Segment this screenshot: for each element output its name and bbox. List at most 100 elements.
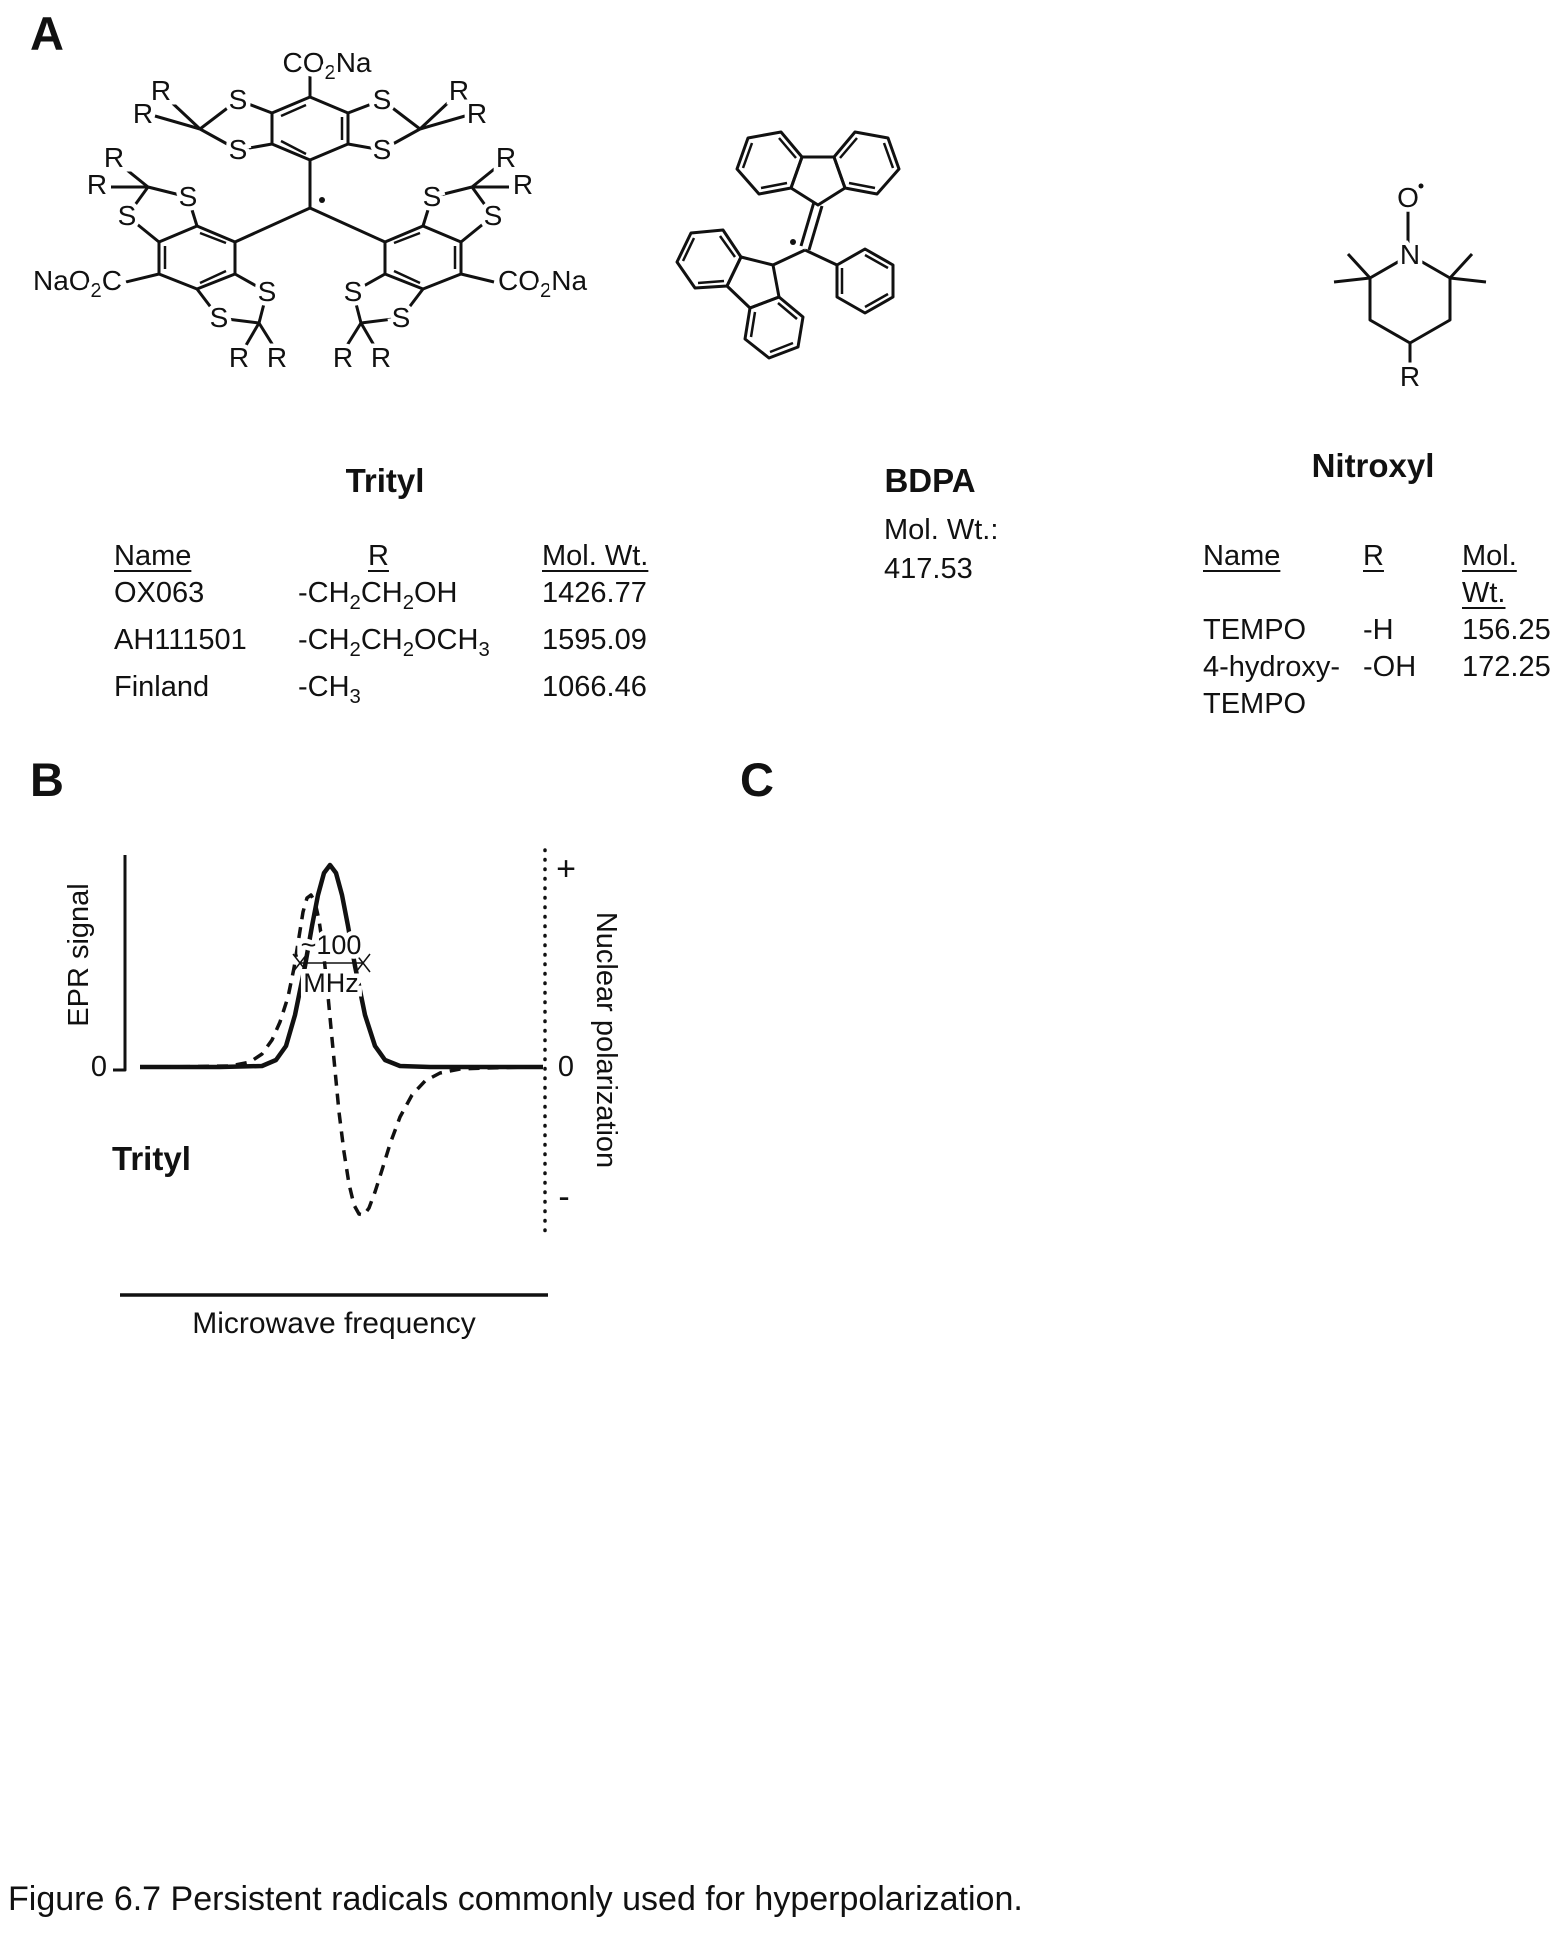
bond xyxy=(154,114,201,131)
bond xyxy=(882,142,895,169)
bond xyxy=(393,269,421,285)
bond xyxy=(355,953,371,973)
benzene-ring xyxy=(675,228,743,290)
bond xyxy=(199,231,227,245)
molecular-weight: 1595.09 xyxy=(542,623,647,656)
bdpa-title: BDPA xyxy=(884,462,976,499)
bond xyxy=(1449,276,1487,284)
panel-b-chart: 0 EPR signal ~100 MHz +0 -Nuclear polarizatio… xyxy=(63,848,622,1340)
compound-name: 4-hydroxy- TEMPO xyxy=(1203,651,1340,720)
bond xyxy=(243,322,261,348)
bond xyxy=(237,98,273,115)
bond xyxy=(347,142,383,152)
atom-label: S xyxy=(392,302,411,333)
panel-a-label: A xyxy=(30,7,65,60)
compound-name: AH111501 xyxy=(114,623,247,656)
table-row: OX063 -CH2CH2OH 1426.77 xyxy=(114,575,674,622)
bond xyxy=(393,231,421,245)
benzene-ring xyxy=(383,224,463,291)
bond xyxy=(257,322,276,348)
table-header-cell: Mol. Wt. xyxy=(1462,540,1517,609)
bond xyxy=(460,272,495,284)
nitrogen-label: N xyxy=(1400,239,1420,270)
benzene-ring xyxy=(157,224,237,291)
bond xyxy=(777,302,798,320)
bond xyxy=(257,291,269,324)
bond xyxy=(234,206,311,244)
bond xyxy=(470,186,495,217)
bond xyxy=(195,288,221,319)
atom-label: R xyxy=(467,98,487,129)
plus-tick: + xyxy=(556,850,576,888)
atom-label: R xyxy=(513,169,533,200)
table-row: TEMPO -H 156.25 xyxy=(1203,612,1565,649)
bond xyxy=(697,279,725,285)
bond xyxy=(360,316,402,325)
atom-label: S xyxy=(373,134,392,165)
bond xyxy=(280,139,307,156)
bond xyxy=(234,272,268,294)
radical-dot xyxy=(790,239,796,245)
bond xyxy=(419,114,466,131)
bond xyxy=(352,272,386,294)
atom-label: R xyxy=(229,342,249,373)
bond xyxy=(347,98,383,115)
molecular-weight: 1426.77 xyxy=(542,577,647,609)
atom-label: S xyxy=(210,302,229,333)
benzene-ring xyxy=(832,130,901,196)
bond xyxy=(359,322,377,348)
trityl-title: Trityl xyxy=(345,462,425,499)
atom-label: R xyxy=(333,342,353,373)
table-header-cell: Name xyxy=(114,540,192,572)
bond xyxy=(778,137,797,159)
benzene-ring xyxy=(743,295,805,360)
bond xyxy=(1448,252,1474,280)
atom-label: S xyxy=(423,181,442,212)
compound-name: OX063 xyxy=(114,577,205,609)
right-zero-tick: 0 xyxy=(558,1051,574,1083)
radical-dot xyxy=(319,197,325,203)
atom-label: R xyxy=(496,142,516,173)
left-axis-label: EPR signal xyxy=(63,883,95,1026)
left-zero-tick: 0 xyxy=(91,1051,107,1083)
atom-label: R xyxy=(87,169,107,200)
atom-label: R xyxy=(267,342,287,373)
oxygen-label: O xyxy=(1397,182,1419,213)
bond xyxy=(741,142,754,169)
bond xyxy=(292,953,308,973)
bond xyxy=(199,98,239,131)
bond xyxy=(309,206,386,244)
compound-name: TEMPO xyxy=(1203,614,1307,646)
nitroxyl-structure: ON R xyxy=(1333,178,1487,397)
table-row: 4-hydroxy- TEMPO -OH 172.25 xyxy=(1203,649,1565,723)
table-header-cell: Mol. Wt. xyxy=(542,540,649,572)
bond xyxy=(421,196,434,227)
bond xyxy=(166,97,202,131)
bond xyxy=(1333,276,1371,284)
r-group-formula: -CH2CH2OH xyxy=(298,577,458,614)
linewidth-annotation: MHz xyxy=(303,968,359,998)
bond xyxy=(718,235,737,258)
bond xyxy=(381,98,421,131)
atom-label: R xyxy=(104,142,124,173)
table-header-row: Name R Mol. Wt. xyxy=(114,538,674,575)
bond xyxy=(399,288,425,319)
figure-caption: Figure 6.7 Persistent radicals commonly … xyxy=(8,1880,1023,1918)
table-header-row: Name R Mol. Wt. xyxy=(1203,538,1565,612)
panel-c-label: C xyxy=(740,753,775,806)
atom-label: R xyxy=(133,98,153,129)
benzene-ring xyxy=(270,95,350,162)
r-group-formula: -OH xyxy=(1363,651,1417,683)
atom-label: R xyxy=(371,342,391,373)
atom-label: S xyxy=(229,134,248,165)
table-header-cell: R xyxy=(1363,540,1384,572)
bond xyxy=(351,291,363,324)
bond xyxy=(199,269,227,285)
carboxylate-label: CO2Na xyxy=(282,47,371,84)
left-axis xyxy=(113,855,127,1072)
bond xyxy=(431,185,473,199)
right-axis-label: Nuclear polarization xyxy=(590,912,622,1168)
panel-b-label: B xyxy=(30,753,65,806)
bond xyxy=(125,186,150,217)
